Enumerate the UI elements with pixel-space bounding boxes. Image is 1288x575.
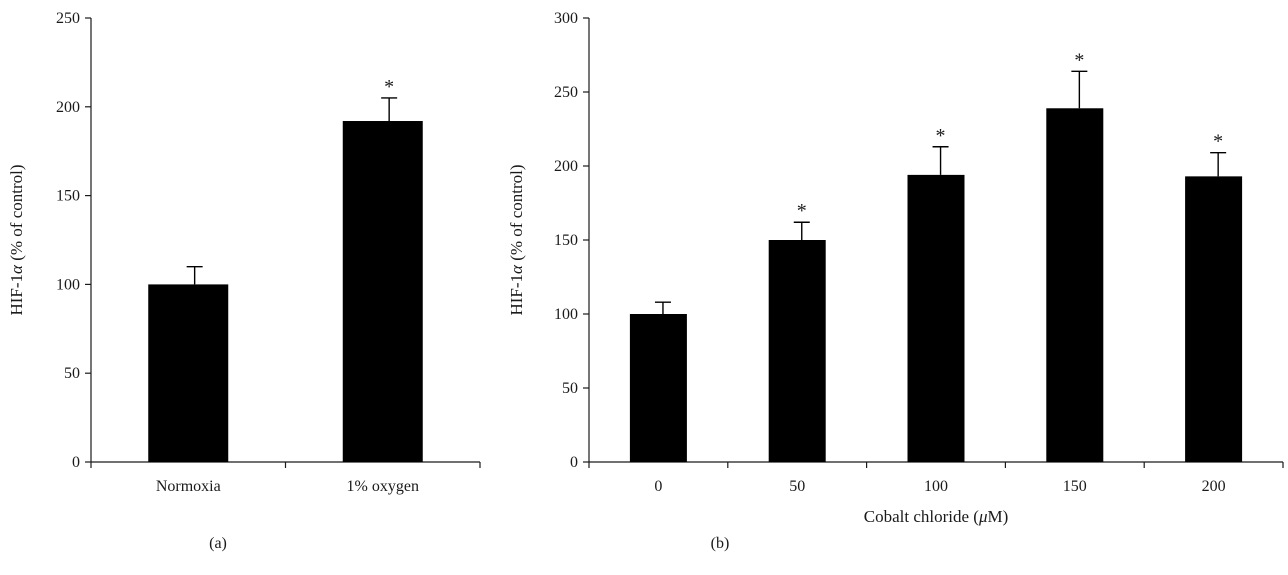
x-tick-label: 100 bbox=[924, 478, 948, 495]
y-axis-title: HIF-1α (% of control) bbox=[507, 164, 526, 315]
panel-label: (a) bbox=[209, 535, 227, 552]
x-tick-label: 1% oxygen bbox=[347, 478, 419, 495]
bar bbox=[908, 175, 965, 462]
bar bbox=[630, 314, 687, 462]
y-tick-label: 250 bbox=[56, 10, 80, 27]
x-tick-label: 0 bbox=[654, 478, 662, 495]
y-tick-label: 0 bbox=[570, 454, 578, 471]
bar bbox=[769, 240, 826, 462]
y-tick-label: 250 bbox=[554, 84, 578, 101]
significance-marker: * bbox=[384, 76, 394, 98]
x-axis-title: Cobalt chloride (μM) bbox=[864, 507, 1009, 526]
significance-marker: * bbox=[1074, 49, 1084, 71]
chart-panel-b: 0 50 100 150 200 250 300 0 * 50 * 100 * 150 * 200 HIF-1α… bbox=[507, 10, 1283, 552]
x-axis-title-part: M) bbox=[987, 507, 1008, 526]
significance-marker: * bbox=[936, 125, 946, 147]
y-axis-title-part: HIF-1 bbox=[507, 274, 526, 316]
y-tick-label: 200 bbox=[56, 99, 80, 116]
x-tick-label: Normoxia bbox=[156, 478, 221, 495]
y-tick-label: 300 bbox=[554, 10, 578, 27]
y-axis-title: HIF-1α (% of control) bbox=[7, 164, 26, 315]
x-axis-title-part: Cobalt chloride ( bbox=[864, 507, 980, 526]
y-tick-label: 50 bbox=[64, 365, 80, 382]
y-axis-title-part: (% of control) bbox=[507, 164, 526, 265]
y-tick-label: 50 bbox=[562, 380, 578, 397]
x-tick-label: 150 bbox=[1063, 478, 1087, 495]
panel-label: (b) bbox=[711, 535, 730, 552]
bar bbox=[1046, 108, 1103, 462]
y-axis-title-part: HIF-1 bbox=[7, 274, 26, 316]
significance-marker: * bbox=[1213, 131, 1223, 153]
bar bbox=[148, 284, 228, 462]
y-tick-label: 150 bbox=[56, 188, 80, 205]
x-axis-title-symbol: μ bbox=[978, 507, 988, 526]
bar bbox=[1185, 176, 1242, 462]
y-tick-label: 100 bbox=[56, 276, 80, 293]
y-tick-label: 200 bbox=[554, 158, 578, 175]
x-tick-label: 200 bbox=[1202, 478, 1226, 495]
y-axis-title-part: (% of control) bbox=[7, 164, 26, 265]
y-tick-label: 150 bbox=[554, 232, 578, 249]
significance-marker: * bbox=[797, 200, 807, 222]
y-tick-label: 0 bbox=[72, 454, 80, 471]
x-tick-label: 50 bbox=[789, 478, 805, 495]
bar bbox=[343, 121, 423, 462]
chart-panel-a: 0 50 100 150 200 250 Normoxia * 1% oxygen HIF-1α … bbox=[7, 10, 480, 552]
y-tick-label: 100 bbox=[554, 306, 578, 323]
